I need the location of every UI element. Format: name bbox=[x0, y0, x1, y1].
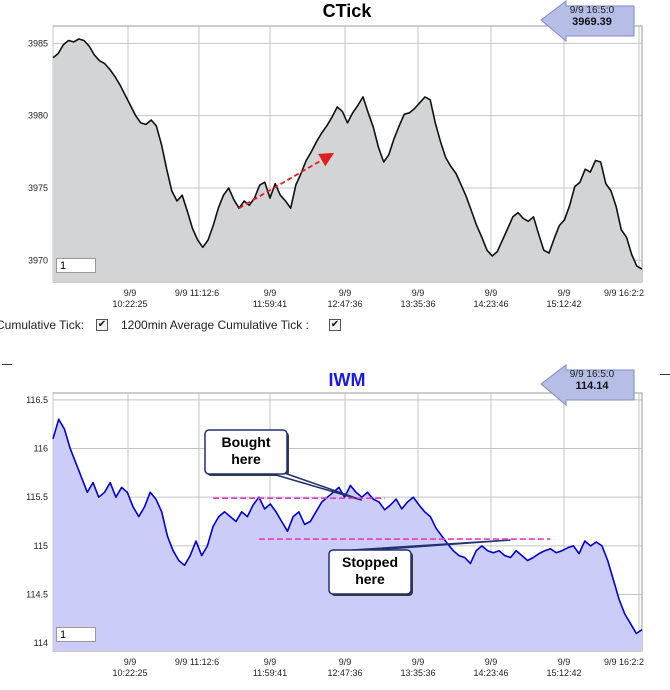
ctick-area-fill bbox=[53, 39, 642, 282]
ctick-xtick-time: 10:22:25 bbox=[112, 299, 147, 309]
ctick-xtick-time: 12:47:36 bbox=[327, 299, 362, 309]
iwm-xtick-time: 11:59:41 bbox=[253, 668, 287, 678]
iwm-xtick-time: 12:47:36 bbox=[327, 668, 362, 678]
ctick-xtick-time: 13:35:36 bbox=[400, 299, 435, 309]
iwm-xtick-label: 9/9 bbox=[558, 657, 571, 667]
ctick-xtick-label: 9/9 bbox=[412, 288, 425, 298]
ctick-last-value-flag bbox=[540, 0, 635, 43]
callout-pointer bbox=[351, 539, 511, 551]
iwm-ytick-label: 116 bbox=[34, 443, 48, 453]
iwm-xtick-label: 9/9 16:2:2 bbox=[604, 657, 644, 667]
ctick-xtick-label: 9/9 16:2:2 bbox=[604, 288, 644, 298]
iwm-title: IWM bbox=[329, 370, 366, 390]
callout-box bbox=[204, 429, 288, 475]
average-cumulative-tick-checkbox[interactable]: ✔ bbox=[329, 319, 341, 331]
iwm-xtick-time: 13:35:36 bbox=[400, 668, 435, 678]
iwm-ytick-label: 116.5 bbox=[26, 395, 48, 405]
iwm-ytick-label: 114 bbox=[34, 638, 48, 648]
ctick-ytick-label: 3975 bbox=[28, 183, 48, 193]
iwm-xtick-time: 10:22:25 bbox=[112, 668, 147, 678]
ctick-range-input[interactable] bbox=[56, 258, 96, 273]
ctick-xtick-label: 9/9 11:12:6 bbox=[175, 288, 219, 298]
callout-pointer bbox=[251, 467, 363, 501]
iwm-series-line bbox=[52, 418, 643, 635]
iwm-last-value: 114.14 bbox=[575, 380, 609, 392]
ctick-last-time: 9/9 16:5:0 bbox=[570, 5, 615, 16]
iwm-xtick-label: 9/9 bbox=[412, 657, 425, 667]
ctick-xtick-label: 9/9 bbox=[264, 288, 277, 298]
ctick-last-value: 3969.39 bbox=[572, 16, 612, 28]
ctick-title: CTick bbox=[323, 1, 373, 21]
callout-text: Bought bbox=[222, 434, 271, 450]
iwm-xtick-label: 9/9 bbox=[124, 657, 137, 667]
callout-text: here bbox=[231, 451, 261, 467]
callout-text: here bbox=[355, 571, 385, 587]
left-edge-mark bbox=[2, 364, 12, 365]
iwm-last-time: 9/9 16:5:0 bbox=[570, 369, 615, 380]
iwm-xtick-time: 14:23:46 bbox=[473, 668, 508, 678]
iwm-last-value-flag bbox=[540, 363, 635, 407]
iwm-xtick-label: 9/9 11:12:6 bbox=[175, 657, 219, 667]
ctick-xtick-time: 14:23:46 bbox=[473, 299, 508, 309]
average-cumulative-tick-label: 1200min Average Cumulative Tick : bbox=[121, 318, 309, 332]
ctick-xtick-label: 9/9 bbox=[124, 288, 137, 298]
ctick-trend-arrow bbox=[238, 152, 335, 210]
ctick-xtick-time: 11:59:41 bbox=[253, 299, 287, 309]
ctick-ytick-label: 3980 bbox=[28, 111, 48, 121]
ctick-xtick-label: 9/9 bbox=[339, 288, 352, 298]
ctick-ytick-label: 3970 bbox=[28, 255, 48, 265]
right-edge-mark bbox=[660, 374, 670, 375]
cumulative-tick-checkbox[interactable]: ✔ bbox=[96, 319, 108, 331]
iwm-range-input[interactable] bbox=[56, 627, 96, 642]
iwm-xtick-label: 9/9 bbox=[485, 657, 498, 667]
iwm-xtick-label: 9/9 bbox=[264, 657, 277, 667]
ctick-xtick-label: 9/9 bbox=[558, 288, 571, 298]
callout-box bbox=[328, 549, 412, 595]
indicator-controls: Cumulative Tick: ✔ 1200min Average Cumul… bbox=[0, 316, 670, 336]
iwm-ytick-label: 115.5 bbox=[26, 492, 48, 502]
iwm-ytick-label: 115 bbox=[34, 541, 48, 551]
iwm-ytick-label: 114.5 bbox=[26, 590, 48, 600]
iwm-area-fill bbox=[53, 419, 642, 651]
ctick-xtick-time: 15:12:42 bbox=[546, 299, 581, 309]
ctick-xtick-label: 9/9 bbox=[485, 288, 498, 298]
callout-text: Stopped bbox=[342, 554, 398, 570]
ctick-ytick-label: 3985 bbox=[28, 38, 48, 48]
iwm-xtick-time: 15:12:42 bbox=[546, 668, 581, 678]
iwm-xtick-label: 9/9 bbox=[339, 657, 352, 667]
cumulative-tick-label: Cumulative Tick: bbox=[0, 318, 85, 332]
ctick-series-line bbox=[52, 38, 643, 270]
